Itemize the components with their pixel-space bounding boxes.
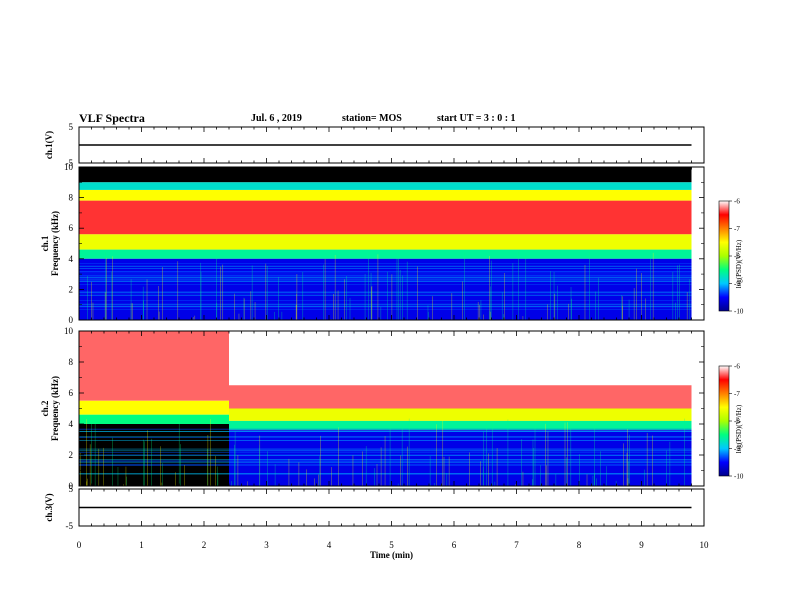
xtick-label: 1: [139, 540, 144, 550]
ch1-spectrogram-band-0: [79, 167, 692, 183]
ch2-spectrogram-ylabel: ch.2: [40, 400, 50, 416]
xaxis-label: Time (min): [370, 550, 413, 560]
ch1-spectrogram-cb-tick-label: -7: [734, 225, 740, 233]
ch1-spectrogram-band-4: [79, 234, 692, 250]
xtick-label: 5: [389, 540, 394, 550]
ch1-spectrogram-band-1: [79, 182, 692, 190]
ch1-voltage-ytick-label: 5: [69, 122, 74, 132]
ch2-spectrogram-seg0-band-1: [79, 400, 229, 415]
ch1-spectrogram-ytick-label: 10: [64, 162, 74, 172]
ch1-spectrogram-cb-tick-label: -8: [734, 253, 740, 261]
ch2-spectrogram-seg1-band-3: [229, 420, 692, 431]
ch2-spectrogram-seg0-band-0: [79, 331, 229, 401]
xtick-label: 2: [202, 540, 207, 550]
ch1-spectrogram-band-5: [79, 249, 692, 259]
start-ut-label: start UT = 3 : 0 : 1: [437, 113, 516, 124]
ch2-spectrogram-ylabel: Frequency (kHz): [50, 376, 60, 441]
ch2-spectrogram-ytick-label: 0: [69, 481, 74, 491]
ch2-spectrogram-ytick-label: 10: [64, 326, 74, 336]
date-label: Jul. 6 , 2019: [251, 113, 302, 124]
ch2-spectrogram-seg0-band-2: [79, 414, 229, 424]
ch3-voltage-ylabel: ch.3(V): [44, 493, 54, 521]
xtick-label: 3: [264, 540, 269, 550]
xtick-label: 0: [77, 540, 82, 550]
ch2-spectrogram-ytick-label: 2: [69, 450, 74, 460]
ch2-spectrogram-cb-tick-label: -9: [734, 445, 740, 453]
ch2-spectrogram-seg1-band-4: [229, 430, 692, 486]
ch2-spectrogram-ytick-label: 6: [69, 388, 74, 398]
ch1-spectrogram-colorbar: [718, 200, 730, 312]
xtick-label: 6: [452, 540, 457, 550]
ch1-spectrogram-cb-tick-label: -10: [734, 308, 744, 316]
ch1-spectrogram-cb-label: log(PSD)(V²/Hz): [735, 239, 743, 288]
ch2-spectrogram-cb-label: log(PSD)(V²/Hz): [735, 404, 743, 453]
ch2-spectrogram-cb-tick-label: -10: [734, 473, 744, 481]
ch1-spectrogram-cb-tick-label: -6: [734, 198, 740, 206]
ch2-spectrogram-ytick-label: 4: [69, 419, 74, 429]
ch1-spectrogram-cb-tick-label: -9: [734, 280, 740, 288]
xtick-label: 8: [577, 540, 582, 550]
ch2-spectrogram-cb-tick-label: -8: [734, 418, 740, 426]
ch1-spectrogram-band-3: [79, 200, 692, 235]
ch2-spectrogram-seg1-band-0: [229, 331, 692, 386]
figure-title: VLF Spectra: [79, 111, 145, 125]
ch1-spectrogram-ytick-label: 4: [69, 254, 74, 264]
xtick-label: 4: [327, 540, 332, 550]
ch1-spectrogram-band-6: [79, 258, 692, 320]
ch2-spectrogram-seg1-band-1: [229, 385, 692, 409]
ch1-spectrogram-ytick-label: 2: [69, 284, 74, 294]
ch1-spectrogram-ylabel: Frequency (kHz): [50, 211, 60, 276]
xtick-label: 9: [639, 540, 644, 550]
ch1-voltage-ylabel: ch.1(V): [44, 131, 54, 159]
station-label: station= MOS: [342, 113, 402, 124]
ch3-voltage-ytick-label: 5: [69, 484, 74, 494]
ch2-spectrogram-seg1-band-2: [229, 408, 692, 421]
ch1-voltage-ytick-label: -5: [66, 158, 74, 168]
ch1-spectrogram-ytick-label: 6: [69, 223, 74, 233]
ch1-spectrogram-ylabel: ch.1: [40, 235, 50, 251]
ch2-spectrogram-cb-tick-label: -7: [734, 390, 740, 398]
ch1-spectrogram-ytick-label: 8: [69, 193, 74, 203]
xtick-label: 10: [700, 540, 710, 550]
ch2-spectrogram-cb-tick-label: -6: [734, 363, 740, 371]
ch3-voltage-ytick-label: -5: [66, 521, 74, 531]
ch1-spectrogram-band-2: [79, 189, 692, 201]
ch2-spectrogram-colorbar: [718, 365, 730, 477]
xtick-label: 7: [514, 540, 519, 550]
ch1-spectrogram-ytick-label: 0: [69, 315, 74, 325]
ch2-spectrogram-ytick-label: 8: [69, 357, 74, 367]
